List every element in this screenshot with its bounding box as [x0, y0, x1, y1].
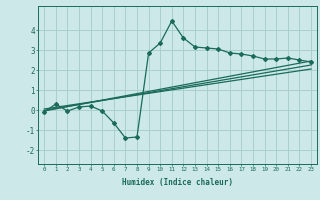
X-axis label: Humidex (Indice chaleur): Humidex (Indice chaleur) [122, 178, 233, 187]
